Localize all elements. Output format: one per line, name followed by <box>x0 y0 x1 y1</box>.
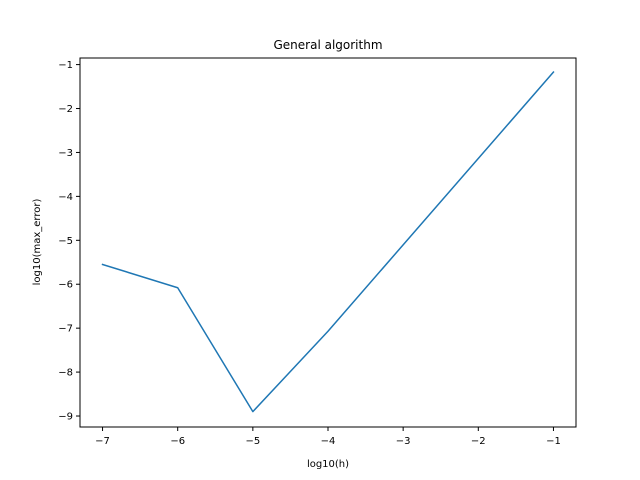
x-tick-label: −3 <box>396 436 411 447</box>
x-axis: −7 −6 −5 −4 −3 −2 −1 <box>95 427 561 447</box>
y-axis: −9 −8 −7 −6 −5 −4 −3 −2 −1 <box>58 60 80 423</box>
series-line <box>101 71 555 413</box>
y-tick-label: −8 <box>58 368 73 379</box>
y-axis-label: log10(max_error) <box>32 199 43 286</box>
y-tick-label: −1 <box>58 60 73 71</box>
plot-area <box>101 71 555 413</box>
x-tick-label: −5 <box>245 436 260 447</box>
chart-title: General algorithm <box>273 38 382 52</box>
x-tick-label: −4 <box>321 436 336 447</box>
x-tick-label: −1 <box>546 436 561 447</box>
y-tick-label: −5 <box>58 236 73 247</box>
y-tick-label: −4 <box>58 192 73 203</box>
x-axis-label: log10(h) <box>307 459 349 470</box>
x-tick-label: −2 <box>471 436 486 447</box>
y-tick-label: −7 <box>58 324 73 335</box>
x-tick-label: −6 <box>170 436 185 447</box>
y-tick-label: −6 <box>58 280 73 291</box>
y-tick-label: −9 <box>58 412 73 423</box>
y-tick-label: −3 <box>58 148 73 159</box>
x-tick-label: −7 <box>95 436 110 447</box>
y-tick-label: −2 <box>58 104 73 115</box>
